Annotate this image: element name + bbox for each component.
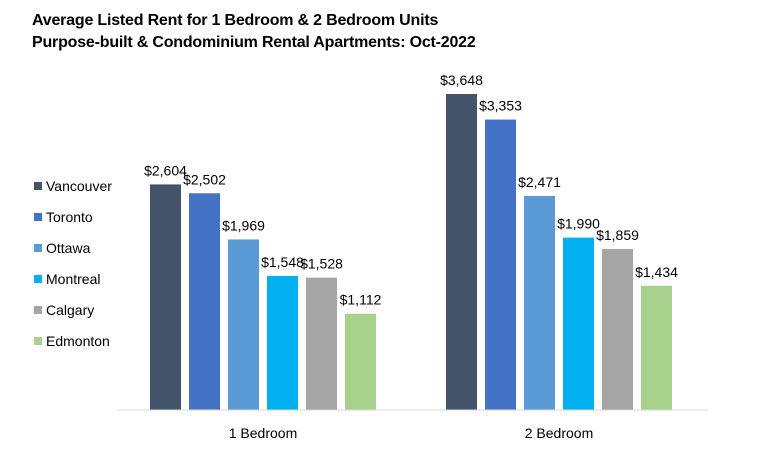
data-label-vancouver-1-bedroom: $2,604 (144, 162, 187, 178)
category-label-1: 1 Bedroom (229, 425, 297, 441)
data-label-ottawa-2-bedroom: $2,471 (518, 174, 561, 190)
chart-title-line-1: Average Listed Rent for 1 Bedroom & 2 Be… (32, 12, 439, 29)
legend-label-edmonton: Edmonton (46, 332, 110, 349)
legend-item-calgary: Calgary (34, 294, 112, 325)
bar-ottawa-1-bedroom (228, 239, 259, 410)
bar-toronto-1-bedroom (189, 193, 220, 410)
data-label-edmonton-2-bedroom: $1,434 (635, 264, 678, 280)
bar-edmonton-1-bedroom (345, 313, 376, 410)
data-label-calgary-1-bedroom: $1,528 (300, 256, 343, 272)
chart-legend: Vancouver Toronto Ottawa Montreal Calgary Edm… (34, 170, 112, 356)
bar-toronto-2-bedroom (485, 119, 516, 411)
bar-edmonton-2-bedroom (641, 285, 672, 410)
bar-vancouver-2-bedroom (446, 94, 477, 410)
bar-calgary-2-bedroom (602, 248, 633, 410)
legend-label-montreal: Montreal (46, 270, 101, 287)
bar-montreal-2-bedroom (563, 237, 594, 410)
legend-swatch-ottawa (34, 243, 42, 252)
bar-ottawa-2-bedroom (524, 195, 555, 410)
legend-label-calgary: Calgary (46, 301, 95, 318)
legend-item-edmonton: Edmonton (34, 325, 112, 356)
data-label-montreal-1-bedroom: $1,548 (261, 254, 304, 270)
legend-item-montreal: Montreal (34, 263, 112, 294)
data-label-calgary-2-bedroom: $1,859 (596, 227, 639, 243)
legend-item-ottawa: Ottawa (34, 232, 112, 263)
bar-montreal-1-bedroom (267, 275, 298, 410)
legend-label-toronto: Toronto (46, 208, 93, 225)
legend-label-vancouver: Vancouver (46, 177, 112, 194)
data-label-edmonton-1-bedroom: $1,112 (340, 292, 382, 308)
legend-swatch-edmonton (34, 336, 42, 345)
legend-item-toronto: Toronto (34, 201, 112, 232)
legend-swatch-toronto (34, 212, 42, 221)
data-label-toronto-1-bedroom: $2,502 (183, 171, 226, 187)
legend-swatch-vancouver (34, 181, 42, 190)
bar-calgary-1-bedroom (306, 277, 337, 410)
data-label-toronto-2-bedroom: $3,353 (479, 98, 522, 114)
data-label-vancouver-2-bedroom: $3,648 (440, 72, 483, 88)
bar-vancouver-1-bedroom (150, 184, 181, 410)
legend-swatch-calgary (34, 305, 42, 314)
legend-item-vancouver: Vancouver (34, 170, 112, 201)
category-label-2: 2 Bedroom (525, 425, 593, 441)
chart-title-line-2: Purpose-built & Condominium Rental Apart… (32, 34, 476, 51)
chart-title: Average Listed Rent for 1 Bedroom & 2 Be… (32, 10, 476, 54)
data-label-ottawa-1-bedroom: $1,969 (222, 217, 265, 233)
legend-swatch-montreal (34, 274, 42, 283)
legend-label-ottawa: Ottawa (46, 239, 91, 256)
data-label-montreal-2-bedroom: $1,990 (557, 216, 600, 232)
